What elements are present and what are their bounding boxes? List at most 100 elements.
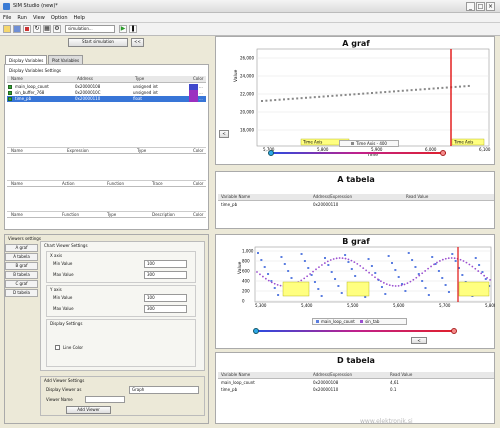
b-graf-point-series2: [309, 273, 311, 275]
b-graf-slider-left-handle[interactable]: [253, 328, 259, 334]
variable-checkbox[interactable]: [8, 91, 12, 95]
b-graf-point-series2: [332, 258, 335, 260]
menu-option[interactable]: Option: [50, 15, 68, 21]
minimize-button[interactable]: _: [466, 2, 475, 11]
tab-display-variables[interactable]: Display Variables: [5, 55, 48, 64]
play-icon[interactable]: ▶: [119, 25, 127, 33]
refresh-icon[interactable]: ↻: [33, 25, 41, 33]
maximize-button[interactable]: □: [476, 2, 485, 11]
tab-plot-variables[interactable]: Plot Variables: [48, 55, 84, 64]
b-graf-point-series2: [385, 283, 388, 286]
y-max-input[interactable]: 300: [144, 305, 187, 313]
variable-color-dots[interactable]: ...: [199, 84, 203, 89]
a-graf-scroll-button[interactable]: <: [219, 130, 229, 138]
b-graf-point-series2: [356, 263, 359, 265]
b-graf-point-series2: [306, 275, 309, 278]
toolbar: ↻ ▦ ⚙ simulation... ▶ ❚: [0, 23, 500, 36]
b-graf-point-series2: [433, 263, 435, 266]
b-graf-point-series2: [321, 264, 323, 266]
save-icon[interactable]: [13, 25, 21, 33]
x-max-input[interactable]: 300: [144, 271, 187, 279]
b-graf-annot-1: [282, 281, 310, 297]
a-graf-slider-left-handle[interactable]: [268, 150, 274, 156]
variable-row[interactable]: time_pb 0x20000110 float...: [7, 96, 206, 102]
viewer-tab-b-graf[interactable]: B graf: [5, 262, 38, 270]
y-axis-label: Y axis: [50, 287, 62, 292]
y-axis-group: Y axis Min Value 100 Max Value 300: [46, 285, 196, 317]
variable-checkbox[interactable]: [8, 85, 12, 89]
b-graf-point-series2: [441, 258, 444, 261]
expr-table-header: Name Expression Type Color: [7, 147, 206, 154]
a-graf-range-slider[interactable]: [270, 152, 446, 154]
a-graf-point: [300, 97, 303, 100]
collapse-button[interactable]: <<: [131, 38, 144, 47]
b-graf-point-series2: [279, 284, 282, 287]
start-simulation-button[interactable]: Start simulation: [68, 38, 128, 47]
b-graf-point-series1: [391, 262, 393, 264]
b-graf-point-series1: [277, 294, 280, 296]
b-graf-point-series1: [411, 259, 414, 261]
pause-icon[interactable]: ❚: [129, 25, 137, 33]
stop-icon[interactable]: [23, 25, 31, 33]
a-tabela-header: Variable Name Address/Expression Read Va…: [218, 194, 494, 201]
vars-group-title: Display Variables Settings: [9, 68, 61, 73]
variable-color-swatch[interactable]: [189, 96, 198, 102]
b-graf-point-series2: [350, 259, 353, 262]
y-min-input[interactable]: 100: [144, 294, 187, 302]
a-graf-xlabel: Time: [366, 152, 378, 158]
viewer-name-input[interactable]: [85, 396, 125, 403]
b-graf-point-series2: [377, 278, 379, 281]
add-viewer-button[interactable]: Add Viewer: [66, 406, 111, 414]
variable-color-dots[interactable]: ...: [199, 96, 203, 101]
b-graf-point-series2: [371, 274, 373, 276]
open-folder-icon[interactable]: [3, 25, 11, 33]
b-graf-point-series2: [447, 257, 450, 260]
watermark: www.elektronik.si: [360, 418, 413, 425]
viewer-tab-d-tabela[interactable]: D tabela: [5, 289, 38, 297]
b-graf-point-series1: [407, 252, 410, 254]
b-graf-slider-right-handle[interactable]: [451, 328, 457, 334]
variable-checkbox[interactable]: [8, 97, 12, 101]
simulation-combo[interactable]: simulation...: [65, 25, 115, 33]
line-color-checkbox[interactable]: [55, 345, 60, 350]
expr-col-name: Name: [11, 148, 23, 153]
b-graf-point-series1: [384, 293, 387, 295]
menu-view[interactable]: View: [32, 15, 45, 21]
close-button[interactable]: ×: [486, 2, 495, 11]
viewer-tab-b-tabela[interactable]: B tabela: [5, 271, 38, 279]
b-graf-point-series2: [471, 265, 474, 268]
col-name: Name: [11, 76, 23, 81]
b-graf-annot-3: [458, 281, 490, 297]
a-graf-point: [432, 87, 435, 90]
x-min-input[interactable]: 100: [144, 260, 187, 268]
variable-row[interactable]: main_loop_count 0x20000108 unsigned int...: [7, 84, 206, 90]
variable-color-dots[interactable]: ...: [199, 90, 203, 95]
b-graf-point-series2: [374, 276, 376, 279]
viewer-type-select[interactable]: Graph: [129, 386, 199, 394]
variable-color-swatch[interactable]: [189, 90, 198, 96]
variable-color-swatch[interactable]: [189, 84, 198, 90]
menu-help[interactable]: Help: [73, 15, 85, 21]
a-graf-slider-right-handle[interactable]: [440, 150, 446, 156]
settings-icon[interactable]: ⚙: [53, 25, 61, 33]
vars-rows: main_loop_count 0x20000108 unsigned int...…: [7, 84, 206, 102]
b-graf-point-series2: [415, 276, 418, 279]
b-graf-range-slider[interactable]: [256, 330, 456, 332]
a-graf-legend-label: Time Axis - 400: [356, 141, 387, 146]
menu-file[interactable]: File: [3, 15, 12, 21]
viewer-tab-c-graf[interactable]: C graf: [5, 280, 38, 288]
b-graf-scroll-button[interactable]: <: [411, 337, 427, 344]
a-graf-point: [388, 90, 391, 93]
b-graf-point-series1: [387, 255, 390, 257]
b-graf-point-series1: [434, 263, 437, 265]
viewer-tab-a-graf[interactable]: A graf: [5, 244, 38, 252]
menu-run[interactable]: Run: [17, 15, 27, 21]
viewer-tab-a-tabela[interactable]: A tabela: [5, 253, 38, 261]
b-graf-point-series2: [430, 265, 432, 268]
b-graf-point-series1: [474, 257, 477, 259]
b-graf-point-series2: [477, 270, 480, 272]
a-graf-point: [340, 94, 343, 97]
variable-row[interactable]: sin_buffer_768 0x2000010C unsigned int...: [7, 90, 206, 96]
grid-icon[interactable]: ▦: [43, 25, 51, 33]
b-graf-point-series1: [354, 275, 357, 277]
